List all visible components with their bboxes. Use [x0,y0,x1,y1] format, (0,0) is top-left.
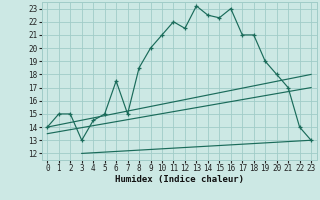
X-axis label: Humidex (Indice chaleur): Humidex (Indice chaleur) [115,175,244,184]
